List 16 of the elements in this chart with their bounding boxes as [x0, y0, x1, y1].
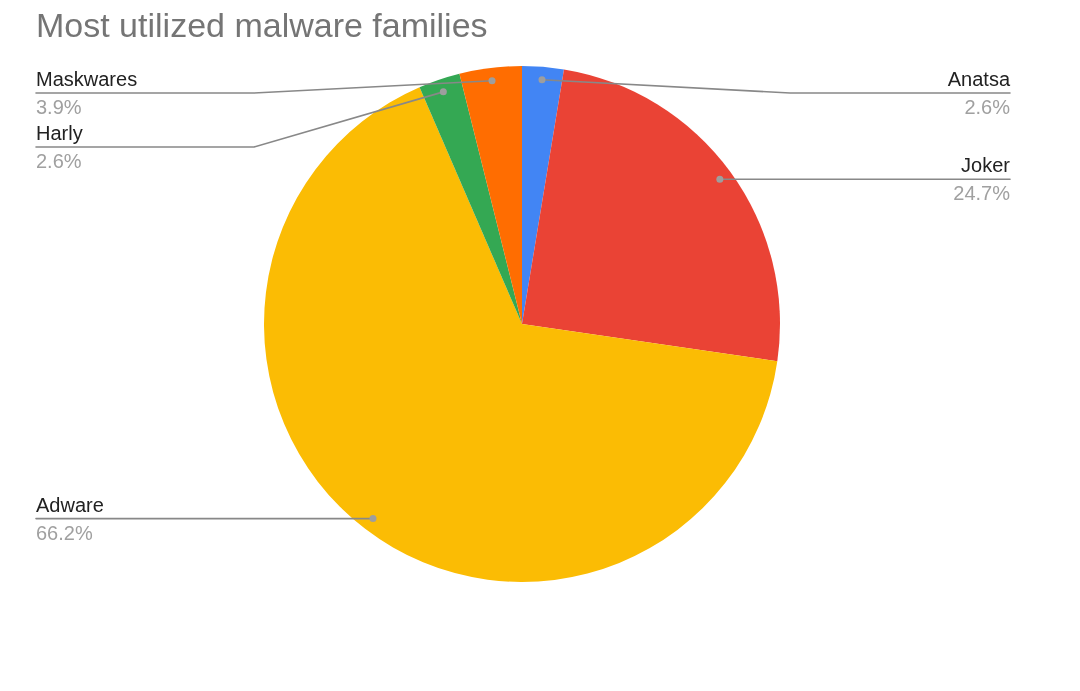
- data-label: 2.6%: [964, 96, 1011, 118]
- slice-label: Adware: [36, 493, 104, 516]
- data-label: 24.7%: [953, 182, 1011, 205]
- data-label: 2.6%: [36, 150, 82, 172]
- pie-slice: [264, 87, 778, 582]
- slice-label: Joker: [961, 154, 1011, 177]
- slice-label: Maskwares: [36, 68, 138, 90]
- slice-label: Anatsa: [947, 68, 1011, 90]
- pie-slice: [522, 66, 564, 324]
- data-label: 3.9%: [36, 96, 82, 118]
- pie-slice: [419, 73, 522, 324]
- pie-slice: [459, 66, 522, 324]
- pie-slice: [522, 69, 780, 362]
- data-label: 66.2%: [36, 521, 93, 544]
- slice-label: Harly: [36, 122, 83, 144]
- chart-title: Most utilized malware families: [36, 6, 488, 44]
